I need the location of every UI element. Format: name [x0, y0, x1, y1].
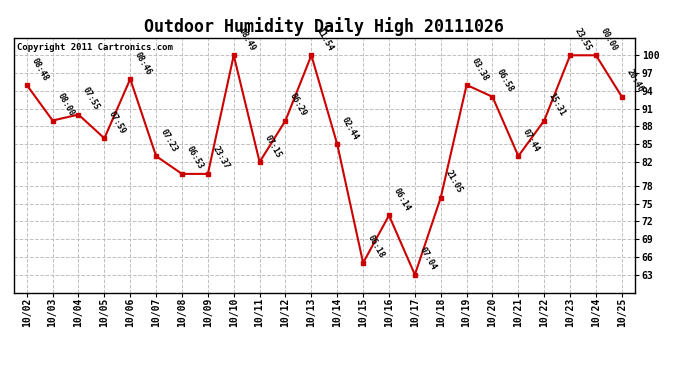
Text: 15:31: 15:31 — [547, 92, 567, 118]
Text: 08:48: 08:48 — [30, 56, 50, 82]
Text: 08:46: 08:46 — [133, 50, 153, 76]
Text: 06:18: 06:18 — [366, 234, 386, 260]
Text: 03:38: 03:38 — [469, 56, 490, 82]
Text: 07:55: 07:55 — [81, 86, 101, 112]
Text: 07:15: 07:15 — [262, 133, 283, 159]
Text: 23:55: 23:55 — [573, 26, 593, 53]
Text: 02:44: 02:44 — [340, 116, 360, 141]
Text: 11:54: 11:54 — [314, 26, 335, 53]
Text: 07:23: 07:23 — [159, 127, 179, 153]
Text: 00:00: 00:00 — [599, 26, 619, 53]
Text: 06:29: 06:29 — [288, 92, 308, 118]
Text: 07:04: 07:04 — [417, 246, 438, 272]
Text: 08:49: 08:49 — [237, 26, 257, 53]
Text: 06:53: 06:53 — [185, 145, 205, 171]
Text: 07:59: 07:59 — [107, 110, 128, 135]
Text: 21:05: 21:05 — [444, 169, 464, 195]
Text: 20:46: 20:46 — [624, 68, 645, 94]
Text: 07:44: 07:44 — [521, 127, 542, 153]
Text: 06:58: 06:58 — [495, 68, 515, 94]
Text: 23:37: 23:37 — [210, 145, 231, 171]
Text: Copyright 2011 Cartronics.com: Copyright 2011 Cartronics.com — [17, 43, 172, 52]
Text: 08:00: 08:00 — [55, 92, 76, 118]
Text: 06:14: 06:14 — [392, 186, 412, 213]
Title: Outdoor Humidity Daily High 20111026: Outdoor Humidity Daily High 20111026 — [144, 17, 504, 36]
